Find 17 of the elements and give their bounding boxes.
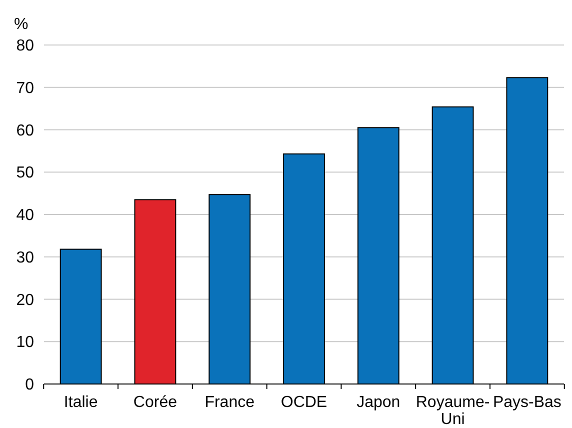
y-tick-label: 80 [16,38,34,55]
x-tick-label: Royaume-Uni [416,394,490,428]
x-tick-label: France [204,394,255,411]
y-axis-title: % [14,16,28,33]
y-tick-label: 0 [25,376,34,394]
y-tick-label: 30 [16,249,34,266]
x-tick-label: Italie [64,394,98,411]
y-tick-label: 70 [16,80,34,97]
x-tick-label: Japon [356,394,400,411]
y-tick-label: 10 [16,334,34,352]
y-tick-label: 50 [16,164,34,182]
y-tick-label: 20 [16,292,34,309]
x-tick-label: Corée [133,394,178,411]
y-tick-label: 40 [16,207,34,224]
x-tick-label: OCDE [280,394,328,411]
y-tick-label: 60 [16,122,34,140]
x-tick-label: Pays-Bas [492,394,562,411]
